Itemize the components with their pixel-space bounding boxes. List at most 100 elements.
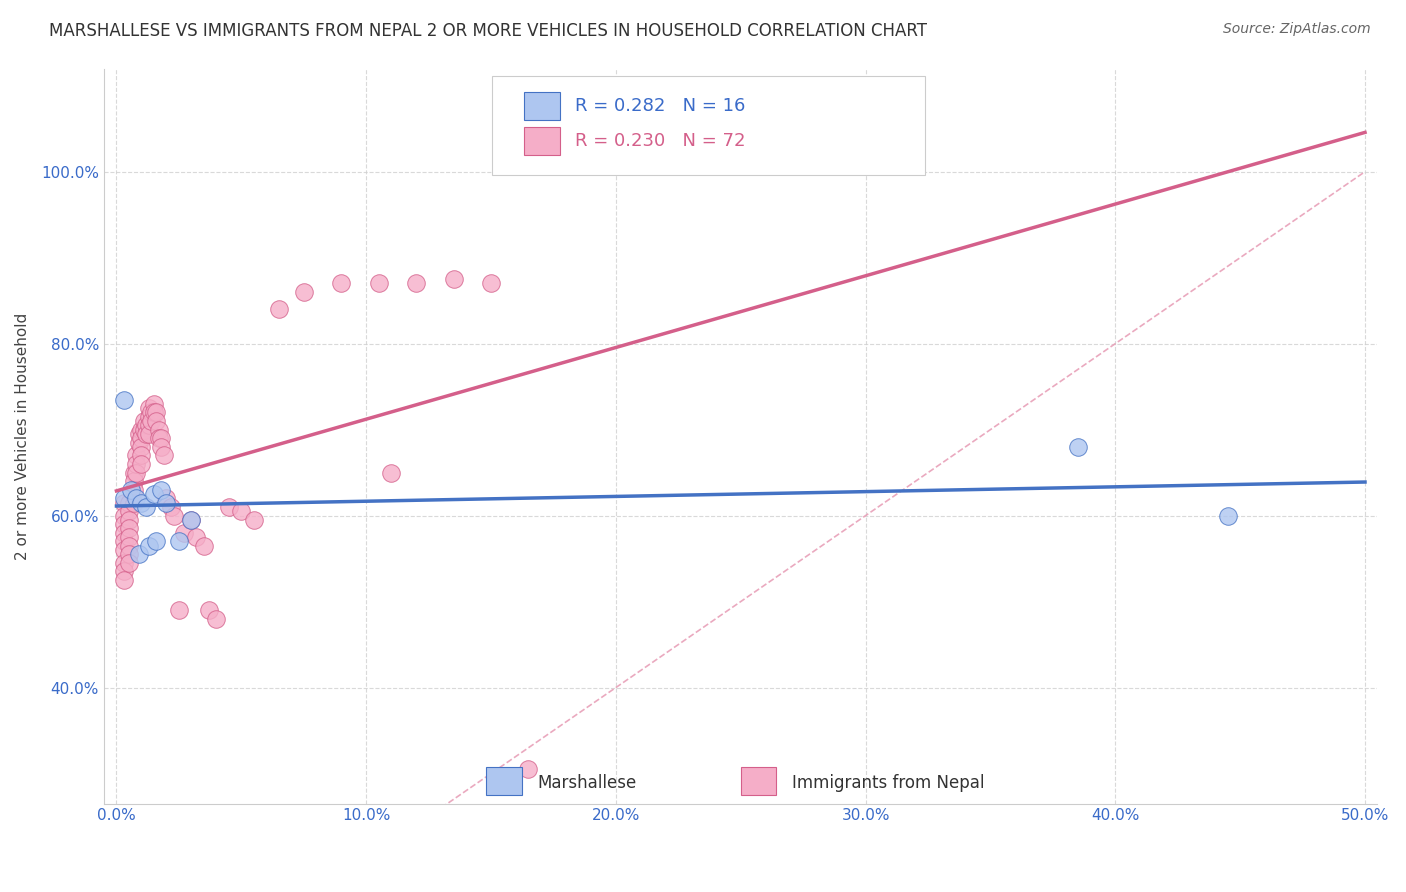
Point <box>160 500 183 514</box>
Point <box>150 440 173 454</box>
Point <box>131 440 153 454</box>
Point <box>141 405 163 419</box>
Point <box>132 423 155 437</box>
Point <box>122 474 145 488</box>
Point <box>243 513 266 527</box>
Point <box>148 431 170 445</box>
Text: MARSHALLESE VS IMMIGRANTS FROM NEPAL 2 OR MORE VEHICLES IN HOUSEHOLD CORRELATION: MARSHALLESE VS IMMIGRANTS FROM NEPAL 2 O… <box>49 22 927 40</box>
Point <box>292 285 315 299</box>
FancyBboxPatch shape <box>486 767 522 795</box>
Point <box>380 466 402 480</box>
Point <box>150 483 173 497</box>
Point <box>135 418 157 433</box>
Point <box>138 409 160 424</box>
FancyBboxPatch shape <box>524 92 560 120</box>
Point <box>330 277 353 291</box>
Point <box>1216 508 1239 523</box>
Point <box>128 435 150 450</box>
Point <box>142 405 165 419</box>
Point <box>118 530 141 544</box>
Point <box>131 431 153 445</box>
FancyBboxPatch shape <box>492 76 925 175</box>
Point <box>145 414 167 428</box>
Point <box>138 418 160 433</box>
Point <box>141 414 163 428</box>
Point <box>112 496 135 510</box>
Text: Marshallese: Marshallese <box>537 774 637 792</box>
Point <box>112 556 135 570</box>
Point <box>142 397 165 411</box>
Point <box>112 525 135 540</box>
Point <box>150 431 173 445</box>
Point <box>112 534 135 549</box>
Point <box>367 277 389 291</box>
FancyBboxPatch shape <box>741 767 776 795</box>
Point <box>118 504 141 518</box>
Point <box>405 277 427 291</box>
Point <box>125 466 148 480</box>
Point <box>112 392 135 407</box>
Point <box>167 603 190 617</box>
Text: Source: ZipAtlas.com: Source: ZipAtlas.com <box>1223 22 1371 37</box>
Point <box>218 500 240 514</box>
Point <box>148 423 170 437</box>
Point <box>132 414 155 428</box>
Point <box>118 521 141 535</box>
Point <box>118 513 141 527</box>
Point <box>205 612 228 626</box>
Point <box>125 449 148 463</box>
Point <box>180 513 202 527</box>
Point <box>267 302 290 317</box>
Point <box>231 504 253 518</box>
Point <box>138 539 160 553</box>
Point <box>180 513 202 527</box>
Point <box>198 603 221 617</box>
Y-axis label: 2 or more Vehicles in Household: 2 or more Vehicles in Household <box>15 312 30 559</box>
Point <box>118 556 141 570</box>
Point <box>118 539 141 553</box>
Point <box>112 573 135 587</box>
Point <box>131 449 153 463</box>
Point <box>122 483 145 497</box>
Point <box>138 426 160 441</box>
Point <box>125 457 148 471</box>
Point <box>145 534 167 549</box>
Point <box>118 547 141 561</box>
Point <box>1067 440 1090 454</box>
Point <box>125 491 148 506</box>
Text: R = 0.230   N = 72: R = 0.230 N = 72 <box>575 131 745 150</box>
Point <box>163 508 186 523</box>
Point <box>153 449 176 463</box>
Point <box>155 491 177 506</box>
Point <box>193 539 215 553</box>
Point <box>122 466 145 480</box>
Point <box>173 525 195 540</box>
Point <box>128 547 150 561</box>
Point <box>155 496 177 510</box>
Point <box>112 517 135 532</box>
Point <box>135 426 157 441</box>
Point <box>112 565 135 579</box>
Point <box>145 405 167 419</box>
Point <box>112 508 135 523</box>
Point <box>112 491 135 506</box>
Point <box>122 496 145 510</box>
Point <box>138 401 160 416</box>
FancyBboxPatch shape <box>524 127 560 154</box>
Point <box>131 457 153 471</box>
Point <box>128 426 150 441</box>
Point <box>131 423 153 437</box>
Point <box>517 762 540 776</box>
Point <box>443 272 465 286</box>
Point <box>142 487 165 501</box>
Point <box>135 500 157 514</box>
Point <box>479 277 502 291</box>
Point <box>118 496 141 510</box>
Point <box>186 530 208 544</box>
Point <box>131 496 153 510</box>
Point <box>112 543 135 558</box>
Point <box>167 534 190 549</box>
Point <box>120 483 142 497</box>
Text: Immigrants from Nepal: Immigrants from Nepal <box>792 774 984 792</box>
Text: R = 0.282   N = 16: R = 0.282 N = 16 <box>575 97 745 115</box>
